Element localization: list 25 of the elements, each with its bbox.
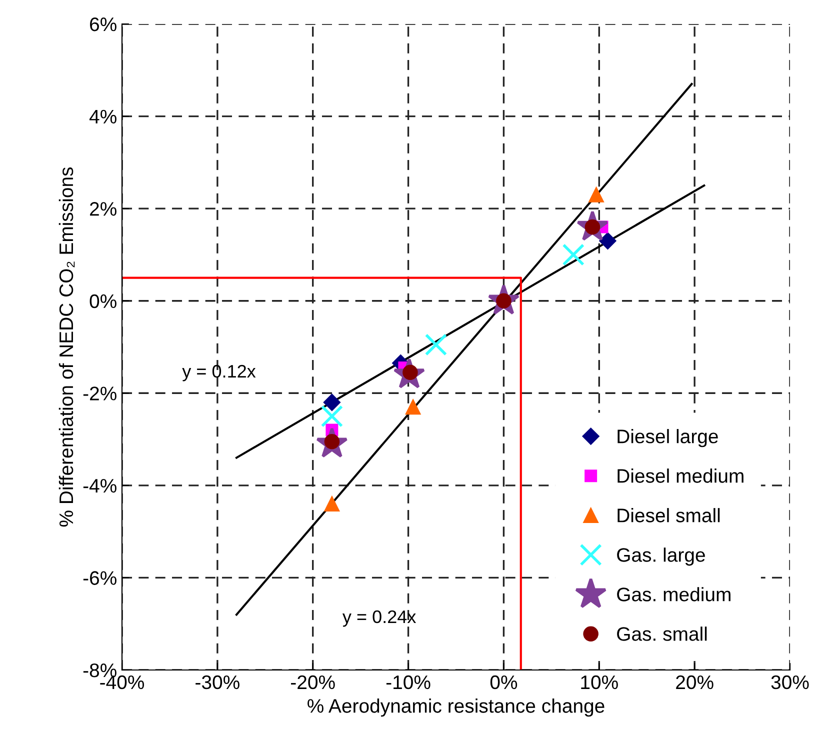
- x-tick-label: -20%: [291, 675, 335, 690]
- x-tick-label: 10%: [581, 675, 618, 690]
- y-tick-label: 2%: [90, 202, 116, 216]
- y-tick-label: -2%: [83, 386, 116, 400]
- annotation: y = 0.12x: [182, 364, 256, 382]
- legend-label: Gas. small: [617, 626, 707, 641]
- x-tick-label: -10%: [386, 675, 430, 690]
- x-tick-label: -30%: [196, 675, 240, 690]
- y-tick-label: 4%: [89, 110, 116, 124]
- legend-label: Diesel medium: [618, 468, 744, 483]
- x-tick-label: 0%: [490, 675, 518, 690]
- legend-label: Gas. medium: [617, 587, 730, 602]
- legend-label: Gas. large: [617, 548, 705, 566]
- y-tick-label: -4%: [83, 478, 116, 493]
- x-axis-title: % Aerodynamic resistance change: [308, 698, 604, 717]
- y-tick-label: 6%: [90, 17, 116, 32]
- y-tick-label: -8%: [83, 663, 116, 678]
- x-tick-label: 30%: [771, 675, 809, 690]
- legend-label: Diesel small: [618, 508, 720, 522]
- legend-label: Diesel large: [618, 429, 718, 448]
- y-axis-title: % Differentiation of NEDC CO₂ Emissions: [58, 167, 75, 527]
- x-tick-label: 20%: [676, 675, 714, 690]
- x-tick-label: -40%: [100, 675, 144, 690]
- y-tick-label: 0%: [90, 294, 116, 308]
- y-tick-label: -6%: [83, 571, 116, 585]
